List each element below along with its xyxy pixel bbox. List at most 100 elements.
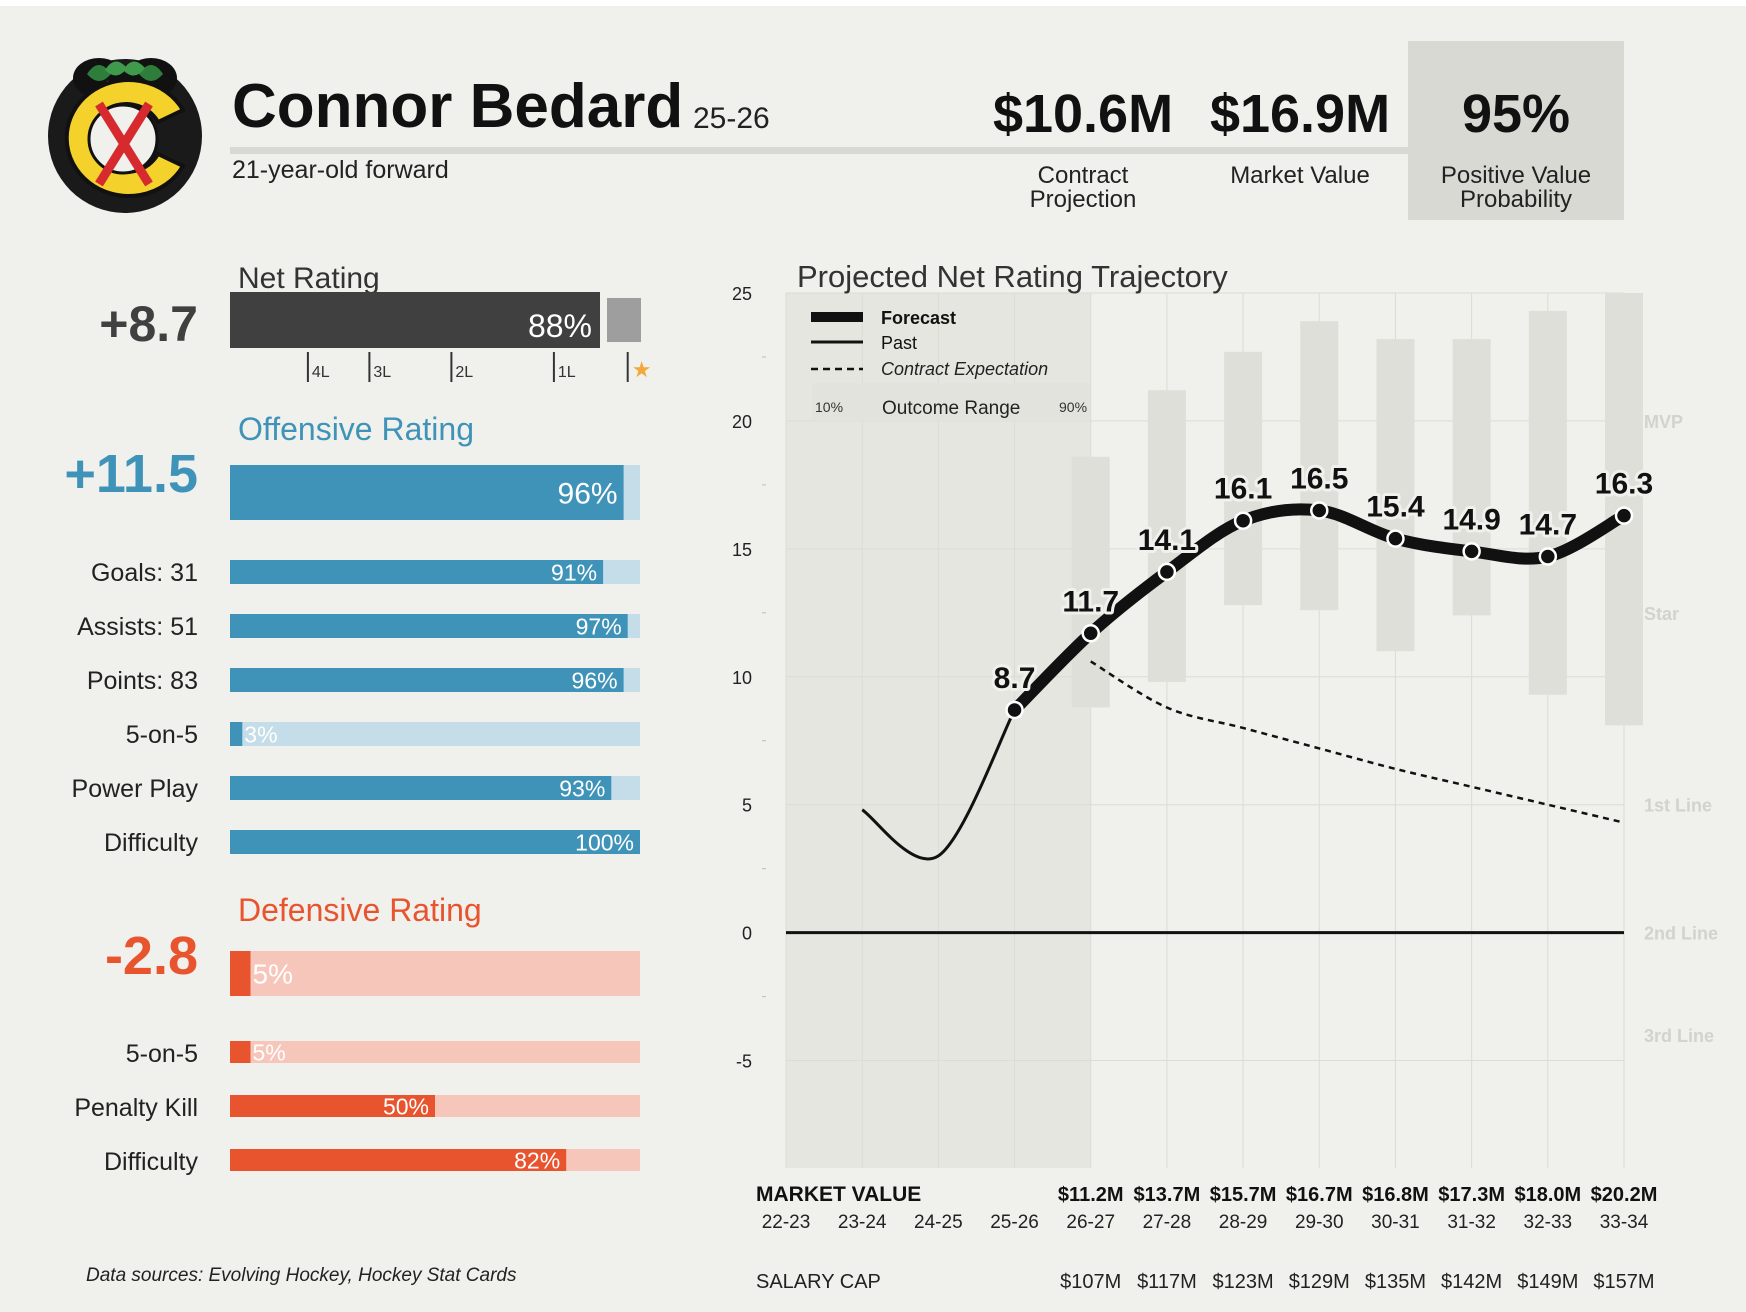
x-tick-label: 23-24 (838, 1212, 887, 1233)
defense-row-bar-label: 50% (383, 1093, 429, 1119)
forecast-point (1538, 547, 1558, 566)
defensive-rating-section: Defensive Rating -2.8 5% 5-on-5 5% Penalty Ki… (74, 892, 640, 1176)
offense-row-bar-label: 100% (575, 829, 634, 855)
forecast-data-label: 11.7 (1062, 585, 1119, 618)
offensive-rating-section: Offensive Rating +11.5 96% Goals: 31 91% Assi… (64, 411, 640, 857)
offense-row-bar-fill (230, 830, 640, 854)
offensive-rating-title: Offensive Rating (238, 411, 474, 447)
market-value-cell: $11.2M (1058, 1184, 1124, 1206)
forecast-point (1157, 562, 1177, 582)
salary-cap-cell: $149M (1517, 1271, 1578, 1293)
outcome-range-band (1376, 339, 1415, 652)
outcome-range-band (1452, 339, 1491, 616)
x-tick-label: 22-23 (762, 1212, 811, 1233)
legend-forecast-label: Forecast (881, 308, 956, 328)
defense-row-bar-fill (230, 1149, 567, 1171)
offense-row-bar-fill (230, 614, 628, 638)
forecast-data-label: 14.9 (1442, 503, 1500, 536)
salary-cap-cell: $135M (1365, 1271, 1426, 1293)
market-value-cell: $17.3M (1438, 1184, 1505, 1206)
y-tick-label: 5 (742, 796, 752, 816)
defense-row-label: Penalty Kill (74, 1094, 198, 1122)
chart-legend: Forecast Past Contract Expectation 10% Outco… (811, 308, 1090, 421)
salary-cap-cell: $107M (1060, 1271, 1121, 1293)
outcome-range-band (1300, 321, 1339, 611)
forecast-point (1462, 542, 1481, 561)
net-rating-label: 88% (528, 308, 592, 344)
season-label: 25-26 (693, 102, 770, 135)
defensive-rating-bar-label: 5% (253, 959, 293, 990)
salary-cap-cell: $117M (1137, 1271, 1197, 1293)
team-logo (48, 58, 202, 213)
player-card: Connor Bedard 25-26 21-year-old forward … (0, 6, 1746, 1312)
forecast-point (1614, 506, 1634, 525)
header-stat-label: Projection (1030, 186, 1137, 213)
net-rating-track (607, 298, 641, 342)
header-stat-value: $10.6M (993, 84, 1173, 144)
header-stat-label: Positive Value (1441, 162, 1591, 189)
offense-row-bar-label: 97% (576, 613, 622, 639)
player-subtitle: 21-year-old forward (232, 156, 449, 184)
header-rule (230, 147, 1410, 154)
defensive-rating-bar-track (230, 951, 640, 996)
y-tick-label: 10 (732, 668, 752, 688)
player-name: Connor Bedard (232, 72, 683, 141)
offense-row-label: Goals: 31 (91, 559, 198, 587)
forecast-data-label: 14.7 (1519, 509, 1577, 542)
x-tick-label: 29-30 (1295, 1212, 1344, 1233)
tier-label: 2L (455, 364, 473, 381)
tier-label: Star (1644, 604, 1679, 624)
header-stat-value: 95% (1462, 84, 1570, 144)
defensive-rating-title: Defensive Rating (238, 892, 482, 928)
salary-cap-label: SALARY CAP (756, 1271, 881, 1293)
tier-label: 3L (373, 364, 391, 381)
defense-row-label: 5-on-5 (126, 1040, 198, 1068)
data-sources: Data sources: Evolving Hockey, Hockey St… (86, 1265, 517, 1286)
forecast-data-label: 15.4 (1366, 491, 1425, 524)
legend-range-high: 90% (1059, 399, 1087, 415)
legend-contract-label: Contract Expectation (881, 359, 1048, 379)
tier-label: 3rd Line (1644, 1026, 1714, 1046)
header-stat-label: Market Value (1230, 162, 1370, 189)
y-tick-label: -5 (736, 1052, 752, 1072)
defense-row-bar-fill (230, 1095, 435, 1117)
past-line (861, 709, 1016, 861)
offense-row-label: Difficulty (104, 829, 199, 857)
market-value-cell: $18.0M (1514, 1184, 1581, 1206)
defensive-rating-value: -2.8 (105, 926, 198, 986)
trajectory-chart: -5 0 5 10 15 20 25 MVP Star 1st Line 2nd Line 3rd L… (732, 259, 1718, 1293)
x-tick-label: 27-28 (1143, 1212, 1192, 1233)
x-tick-label: 26-27 (1066, 1212, 1115, 1233)
defense-row-bar-fill (230, 1041, 251, 1063)
legend-range-swatch (812, 383, 1090, 421)
forecast-point (1081, 624, 1100, 643)
offense-row-bar-fill (230, 668, 624, 692)
x-tick-label: 30-31 (1371, 1212, 1420, 1233)
forecast-data-label: 16.5 (1290, 462, 1348, 495)
salary-cap-cell: $142M (1441, 1271, 1502, 1293)
x-tick-label: 33-34 (1600, 1212, 1649, 1233)
offense-row-bar-fill (230, 560, 604, 584)
legend-range-label: Outcome Range (882, 398, 1020, 419)
header-stat-value: $16.9M (1210, 84, 1390, 144)
offense-row-bar-label: 93% (559, 775, 605, 801)
defense-row-bar-label: 5% (253, 1039, 286, 1065)
offense-row-bar-fill (230, 722, 243, 746)
x-tick-label: 24-25 (914, 1212, 963, 1233)
offensive-rating-bar-label: 96% (558, 477, 618, 510)
market-value-cell: $16.8M (1362, 1184, 1429, 1206)
market-value-label: MARKET VALUE (756, 1183, 921, 1206)
market-value-cell: $20.2M (1591, 1184, 1658, 1206)
net-rating-title: Net Rating (238, 262, 380, 295)
outcome-range-band (1528, 310, 1567, 695)
header-stat-label: Contract (1038, 162, 1129, 189)
offense-row-label: Power Play (72, 775, 199, 803)
outcome-range-band (1071, 456, 1110, 708)
offense-row-bar-label: 91% (551, 559, 597, 585)
forecast-data-label: 8.7 (994, 662, 1036, 695)
offense-row-bar-label: 96% (572, 667, 618, 693)
forecast-data-label: 16.3 (1595, 468, 1653, 501)
tier-label: MVP (1644, 412, 1683, 432)
y-tick-label: 20 (732, 412, 752, 432)
offense-row-label: 5-on-5 (126, 721, 198, 749)
